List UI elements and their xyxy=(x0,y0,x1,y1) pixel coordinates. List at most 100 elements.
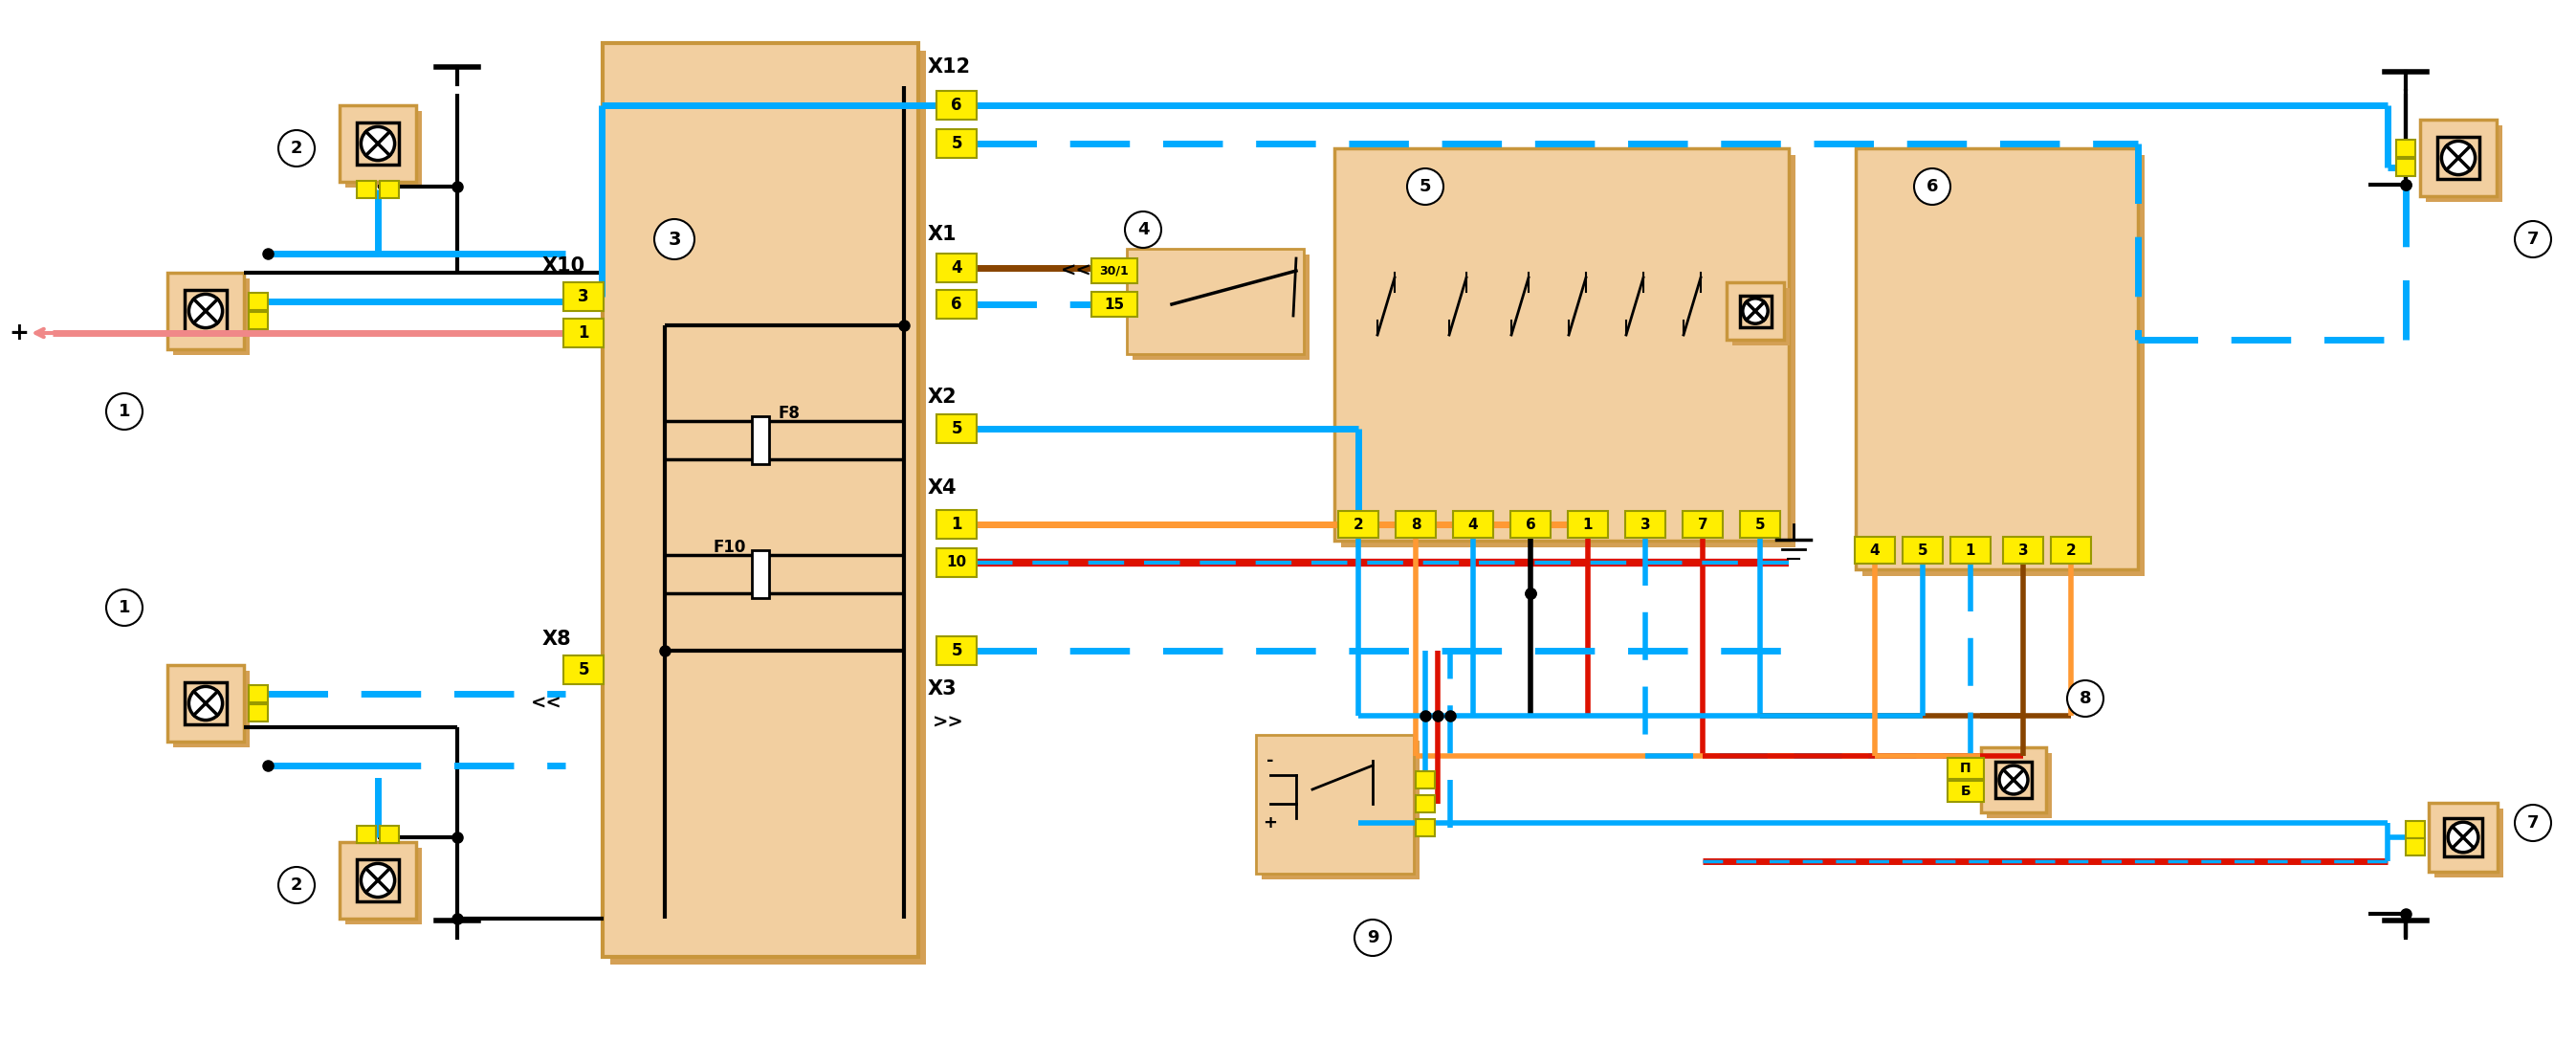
Bar xyxy=(1996,762,2032,798)
Text: 6: 6 xyxy=(1927,178,1937,195)
Bar xyxy=(752,416,770,464)
Circle shape xyxy=(278,130,314,167)
Circle shape xyxy=(188,686,222,720)
Bar xyxy=(2445,819,2483,856)
Circle shape xyxy=(1741,298,1767,323)
Circle shape xyxy=(1126,212,1162,248)
Bar xyxy=(1342,155,1795,548)
Circle shape xyxy=(1914,168,1950,204)
Text: X8: X8 xyxy=(544,630,572,649)
Text: 5: 5 xyxy=(951,420,961,437)
Bar xyxy=(564,655,603,684)
Bar xyxy=(938,91,976,120)
Circle shape xyxy=(2447,822,2478,852)
Text: 2: 2 xyxy=(291,140,301,156)
Circle shape xyxy=(1355,920,1391,956)
Bar xyxy=(173,278,250,355)
Bar xyxy=(2419,120,2496,196)
Text: 1: 1 xyxy=(577,324,590,342)
Circle shape xyxy=(1406,168,1443,204)
Text: 4: 4 xyxy=(951,260,961,276)
Bar xyxy=(2429,803,2499,872)
Circle shape xyxy=(654,219,696,260)
Bar xyxy=(1726,283,1785,340)
Text: 1: 1 xyxy=(1965,543,1976,557)
Bar xyxy=(611,51,925,965)
Bar xyxy=(938,253,976,283)
Bar xyxy=(1981,748,2045,812)
Circle shape xyxy=(2066,680,2105,717)
Text: X12: X12 xyxy=(927,57,971,76)
Bar xyxy=(345,848,422,924)
Bar xyxy=(358,826,376,843)
Text: 15: 15 xyxy=(1105,297,1126,312)
Bar xyxy=(340,842,417,919)
Bar xyxy=(938,510,976,539)
Text: 3: 3 xyxy=(667,231,680,248)
Bar xyxy=(167,272,245,349)
Bar xyxy=(2406,821,2424,839)
Bar xyxy=(185,290,227,332)
Bar xyxy=(358,180,376,198)
Bar xyxy=(379,180,399,198)
Text: X10: X10 xyxy=(544,257,585,275)
Circle shape xyxy=(106,589,142,626)
Text: 3: 3 xyxy=(1641,517,1651,532)
Text: Б: Б xyxy=(1960,784,1971,798)
Bar xyxy=(1510,511,1551,538)
Bar xyxy=(938,549,976,577)
Bar xyxy=(340,105,417,181)
Bar xyxy=(1731,288,1790,345)
Bar xyxy=(603,43,917,956)
Bar xyxy=(250,704,268,722)
Text: 10: 10 xyxy=(945,556,966,569)
Text: 9: 9 xyxy=(1368,929,1378,946)
Bar xyxy=(250,312,268,330)
Text: F8: F8 xyxy=(778,405,799,422)
Text: 2: 2 xyxy=(2066,543,2076,557)
Bar xyxy=(1092,292,1139,317)
Text: F10: F10 xyxy=(714,539,744,556)
Bar xyxy=(167,665,245,742)
Text: 3: 3 xyxy=(2017,543,2027,557)
Text: -: - xyxy=(1267,752,1275,770)
Text: 7: 7 xyxy=(1698,517,1708,532)
Text: 8: 8 xyxy=(2079,689,2092,707)
Text: X3: X3 xyxy=(927,679,958,699)
Bar xyxy=(1862,155,2146,576)
Bar xyxy=(250,685,268,702)
Bar xyxy=(752,551,770,598)
Text: 4: 4 xyxy=(1136,221,1149,238)
Bar xyxy=(2406,839,2424,855)
Bar xyxy=(1986,753,2053,818)
Text: 6: 6 xyxy=(951,295,961,313)
Text: +: + xyxy=(10,321,28,344)
Bar xyxy=(1904,537,1942,563)
Circle shape xyxy=(361,864,394,897)
Text: X1: X1 xyxy=(927,225,958,244)
Text: 6: 6 xyxy=(951,97,961,114)
Circle shape xyxy=(106,393,142,430)
Bar xyxy=(358,122,399,165)
Bar xyxy=(1396,511,1435,538)
Bar xyxy=(938,636,976,665)
Circle shape xyxy=(188,294,222,328)
Bar xyxy=(1126,249,1303,354)
Text: >>: >> xyxy=(933,713,963,731)
Text: X2: X2 xyxy=(927,388,958,407)
Circle shape xyxy=(278,867,314,903)
Bar xyxy=(2396,159,2416,176)
Bar xyxy=(564,283,603,311)
Text: 5: 5 xyxy=(577,661,590,678)
Text: <<: << xyxy=(531,695,562,712)
Bar xyxy=(1453,511,1494,538)
Text: 8: 8 xyxy=(1412,517,1422,532)
Bar xyxy=(1950,537,1991,563)
Text: 2: 2 xyxy=(291,876,301,894)
Bar xyxy=(938,414,976,443)
Bar xyxy=(173,671,250,748)
Text: 1: 1 xyxy=(118,599,131,616)
Bar xyxy=(185,682,227,724)
Bar xyxy=(1414,795,1435,812)
Bar xyxy=(2004,537,2043,563)
